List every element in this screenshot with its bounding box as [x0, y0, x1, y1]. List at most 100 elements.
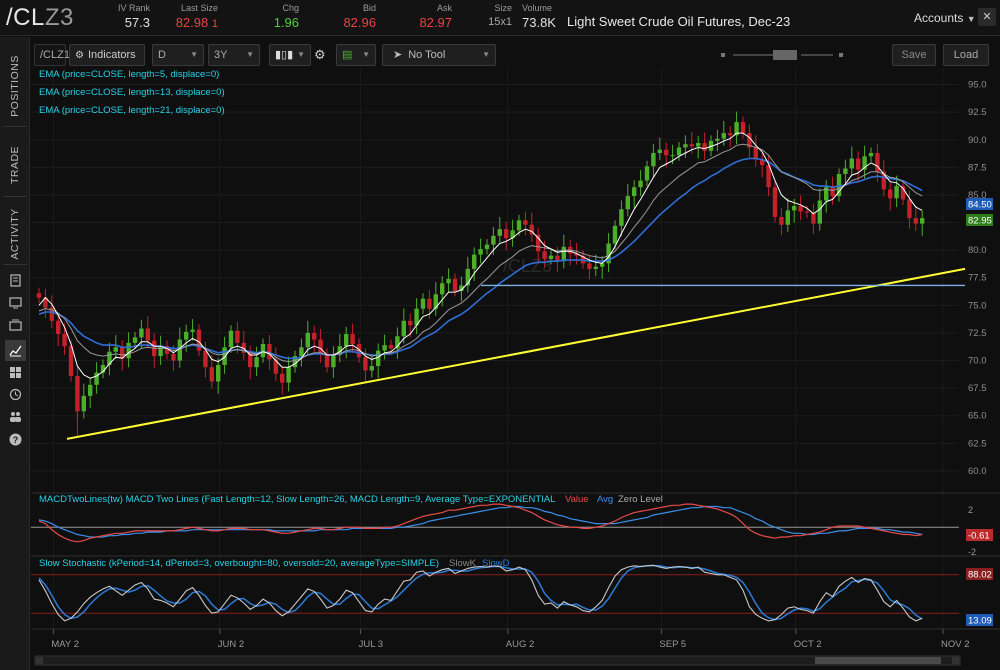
candle	[446, 268, 451, 293]
scrollbar-thumb[interactable]	[815, 657, 941, 664]
study-label-ema13: EMA (price=CLOSE, length=13, displace=0)	[39, 87, 225, 98]
accounts-label: Accounts	[914, 11, 964, 25]
charts-icon[interactable]	[5, 340, 26, 361]
candle	[273, 347, 278, 381]
candle	[126, 332, 131, 368]
trade-ticket-icon[interactable]	[9, 318, 22, 331]
candle	[68, 340, 74, 382]
candle	[452, 273, 458, 297]
grid-icon[interactable]	[9, 366, 22, 379]
macd-value-line	[38, 503, 923, 543]
time-tick-label: MAY 2	[51, 639, 79, 650]
candle	[235, 321, 240, 354]
zoom-control[interactable]	[721, 50, 846, 62]
candle	[286, 356, 291, 392]
macd-legend-avg: Avg	[597, 494, 613, 505]
chart-area[interactable]: /CLZ3 EMA (price=CLOSE, length=5, displa…	[31, 68, 1000, 670]
candle	[88, 377, 93, 408]
candle	[420, 293, 426, 315]
drawing-set-select[interactable]: ▤ ▼	[336, 44, 376, 66]
document-icon[interactable]	[9, 274, 22, 287]
candle	[382, 334, 387, 360]
scrollbar-track[interactable]	[34, 655, 961, 666]
range-value: 3Y	[214, 49, 228, 61]
history-icon[interactable]	[9, 388, 22, 401]
zoom-out-icon[interactable]	[721, 53, 725, 57]
candle	[715, 129, 720, 152]
change-field: Chg 1.96	[255, 3, 299, 30]
candle	[305, 320, 310, 355]
zoom-slider-thumb[interactable]	[773, 50, 797, 60]
chart-style-select[interactable]: ▮▯▮ ▼	[269, 44, 311, 66]
candle	[664, 142, 669, 168]
change-label: Chg	[282, 3, 299, 13]
price-tick-label: 95.0	[968, 80, 987, 91]
study-label-ema21: EMA (price=CLOSE, length=21, displace=0)	[39, 105, 225, 116]
accounts-menu[interactable]: Accounts ▼	[914, 11, 976, 25]
settings-gear-icon[interactable]: ⚙	[314, 47, 326, 62]
time-tick-label: SEP 5	[659, 639, 686, 650]
candle	[721, 120, 726, 146]
drawing-tool-select[interactable]: ➤ No Tool ▼	[382, 44, 496, 66]
price-panel[interactable]: /CLZ3 EMA (price=CLOSE, length=5, displa…	[36, 69, 966, 440]
indicators-button[interactable]: ⚙ Indicators	[69, 44, 145, 66]
price-tick-label: 67.5	[968, 383, 987, 394]
scroll-left-icon[interactable]	[36, 657, 43, 664]
candlestick-icon: ▮▯▮	[275, 49, 294, 61]
candle	[107, 342, 112, 376]
candle	[209, 355, 214, 389]
ema-lines	[38, 132, 923, 379]
volume-value: 73.8K	[522, 15, 556, 30]
time-tick-label: JUN 2	[218, 639, 244, 650]
candle	[510, 219, 515, 247]
macd-tick-neg2: -2	[968, 547, 976, 557]
candle	[676, 141, 682, 161]
zoom-in-icon[interactable]	[839, 53, 843, 57]
last-price-flag-label: 82.95	[968, 216, 992, 227]
candle	[337, 334, 342, 363]
candle	[760, 152, 765, 178]
tab-activity[interactable]: ACTIVITY	[3, 203, 27, 265]
price-tick-label: 65.0	[968, 411, 987, 422]
candle	[798, 195, 803, 221]
community-icon[interactable]	[9, 410, 22, 423]
ask-label: Ask	[436, 3, 452, 13]
candle	[43, 288, 48, 319]
time-tick-label: OCT 2	[794, 639, 822, 650]
stochastic-panel[interactable]: Slow Stochastic (kPeriod=14, dPeriod=3, …	[31, 558, 993, 627]
close-icon[interactable]: ✕	[978, 8, 996, 26]
save-label: Save	[901, 49, 927, 61]
candle	[56, 313, 61, 347]
save-button[interactable]: Save	[892, 44, 936, 66]
help-icon[interactable]: ?	[9, 433, 22, 446]
tab-positions[interactable]: POSITIONS	[3, 45, 27, 127]
candle	[600, 256, 605, 279]
macd-panel[interactable]: MACDTwoLines(tw) MACD Two Lines (Fast Le…	[31, 494, 993, 557]
uptrend-line[interactable]	[66, 267, 966, 440]
ema-price-flag-label: 84.50	[968, 200, 992, 211]
macd-legend-value: Value	[565, 494, 589, 505]
ema13-line	[38, 143, 923, 363]
candle	[497, 217, 502, 243]
macd-tick-2: 2	[968, 505, 973, 515]
symbol-box[interactable]: /CLZ1	[34, 44, 70, 66]
symbol-title[interactable]: /CLZ3	[6, 4, 74, 32]
candle	[708, 135, 714, 157]
scroll-right-icon[interactable]	[952, 657, 959, 664]
iv-rank-field: IV Rank 57.3	[108, 3, 150, 30]
tab-trade[interactable]: TRADE	[3, 133, 27, 197]
range-select[interactable]: 3Y ▼	[208, 44, 260, 66]
candle	[734, 111, 739, 145]
chevron-down-icon: ▼	[246, 50, 254, 59]
instrument-description: Light Sweet Crude Oil Futures, Dec-23	[567, 14, 791, 29]
tab-activity-label: ACTIVITY	[9, 207, 21, 260]
tab-positions-label: POSITIONS	[9, 54, 21, 117]
monitor-icon[interactable]	[9, 296, 22, 309]
interval-select[interactable]: D ▼	[152, 44, 204, 66]
load-button[interactable]: Load	[943, 44, 989, 66]
candle	[414, 298, 419, 335]
horizontal-scrollbar[interactable]	[34, 655, 961, 666]
svg-text:?: ?	[13, 435, 19, 445]
stochastic-legend-slowd: SlowD	[482, 558, 510, 569]
candle	[318, 329, 323, 363]
